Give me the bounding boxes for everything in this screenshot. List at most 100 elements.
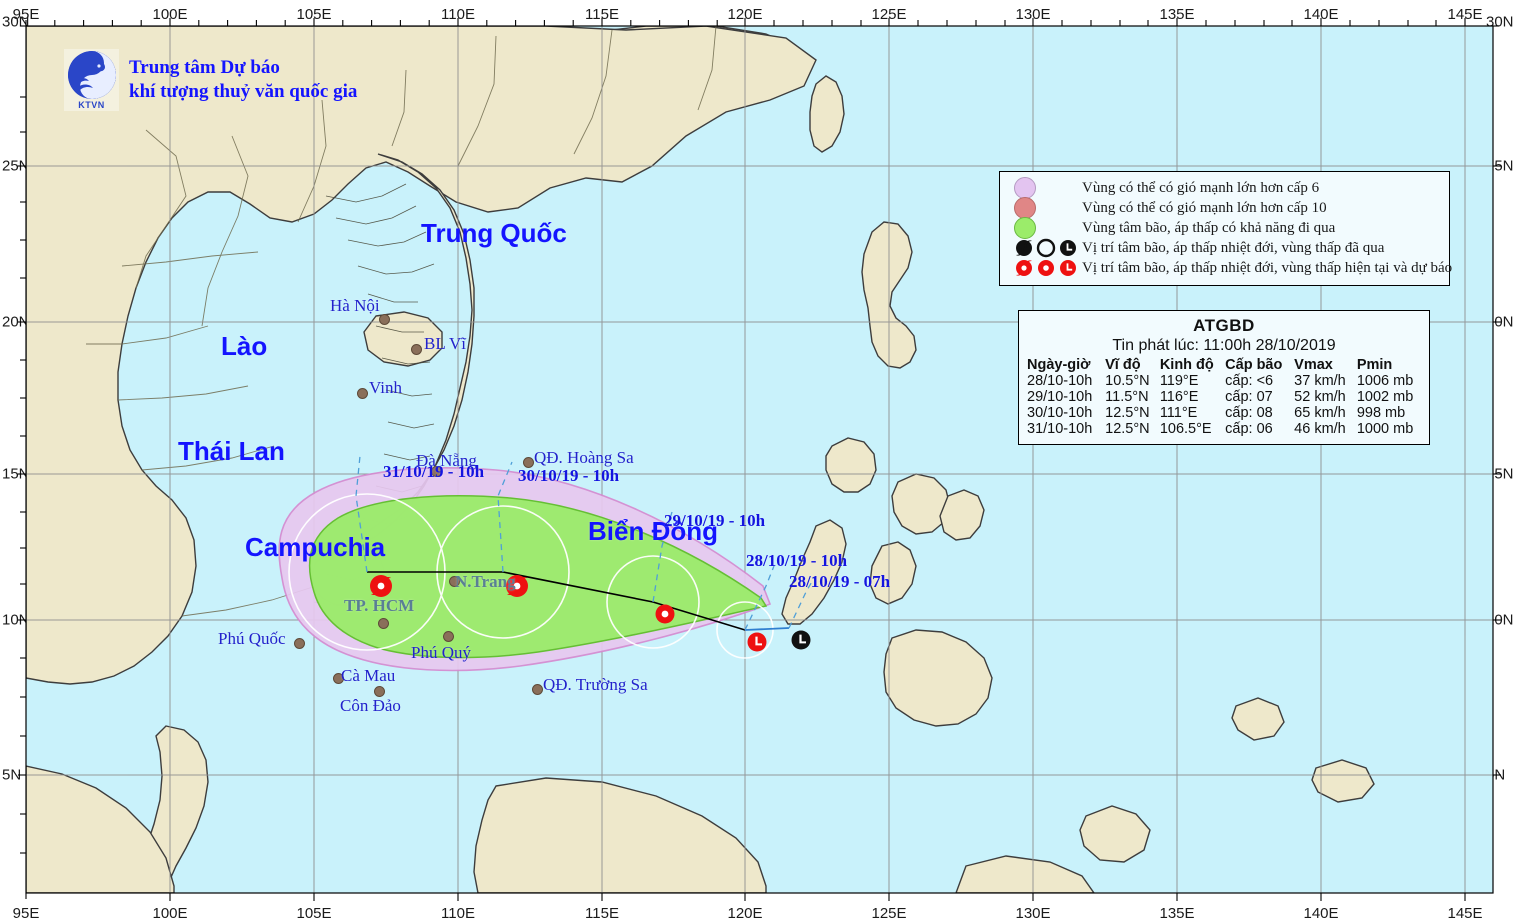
col-header-latitude: Vĩ độ xyxy=(1105,357,1141,373)
cell-latitude: 10.5°N xyxy=(1105,373,1150,389)
legend-swatch-gale10 xyxy=(1008,197,1082,219)
lat-tick-label: 25N xyxy=(2,157,30,175)
city-dot-bach-long-vi xyxy=(411,344,422,355)
city-label-tphcm: TP. HCM xyxy=(344,596,415,615)
cell-latitude: 12.5°N xyxy=(1105,405,1150,421)
legend-row-core: Vùng tâm bão, áp thấp có khả năng đi qua xyxy=(1008,217,1441,239)
cell-pmin: 1006 mb xyxy=(1356,373,1414,389)
agency-title-line1: Trung tâm Dự báo xyxy=(129,57,280,79)
map-canvas[interactable]: Trung Quốc Lào Thái Lan Campuchia Biển Đ… xyxy=(26,26,1493,893)
lon-tick-label: 140E xyxy=(1303,905,1339,919)
legend-swatch-core xyxy=(1008,217,1082,239)
lon-tick-label: 95E xyxy=(12,6,40,23)
city-dot-phu-quy xyxy=(443,631,454,642)
legend-row-past-positions: Vị trí tâm bão, áp thấp nhiệt đới, vùng … xyxy=(1008,238,1441,258)
city-label-hoang-sa: QĐ. Hoàng Sa xyxy=(534,448,634,467)
legend-swatch-past-positions xyxy=(1008,238,1082,258)
issue-time-text: Tin phát lúc: 11:00h 28/10/2019 xyxy=(1112,337,1336,354)
city-dot-vinh xyxy=(357,388,368,399)
cell-cap: cấp: 06 xyxy=(1225,421,1273,437)
lon-tick-label: 135E xyxy=(1159,6,1195,23)
agency-title-line2: khí tượng thuỷ văn quốc gia xyxy=(129,81,358,102)
lon-tick-label: 140E xyxy=(1303,6,1339,23)
col-header-datetime: Ngày-giờ xyxy=(1027,357,1091,373)
track-label-28-10-10h: 28/10/19 - 10h xyxy=(746,551,848,570)
track-label-28-10-07h: 28/10/19 - 07h xyxy=(789,572,891,591)
legend-row-current-positions: Vị trí tâm bão, áp thấp nhiệt đới, vùng … xyxy=(1008,258,1452,278)
cell-vmax: 65 km/h xyxy=(1294,405,1346,421)
logo-abbreviation: KTVN xyxy=(78,99,105,110)
country-label-laos: Lào xyxy=(221,331,268,361)
lon-tick-label: 125E xyxy=(871,905,907,919)
lon-tick-label: 130E xyxy=(1015,905,1051,919)
country-label-cambodia: Campuchia xyxy=(245,532,386,562)
country-label-thailand: Thái Lan xyxy=(178,436,285,466)
circle-swatch-icon xyxy=(1014,217,1036,239)
lon-tick-label: 100E xyxy=(152,6,188,23)
lat-tick-label: 10N xyxy=(2,611,30,629)
lat-tick-label: 5N xyxy=(2,766,22,784)
city-dot-phu-quoc xyxy=(294,638,305,649)
lon-tick-label: 105E xyxy=(296,905,332,919)
track-label-29-10: 29/10/19 - 10h xyxy=(664,511,766,530)
logo-swirl-graphic xyxy=(67,50,116,99)
legend-swatch-current-positions xyxy=(1008,258,1082,278)
storm-info-panel: ATGBD Tin phát lúc: 11:00h 28/10/2019 Ng… xyxy=(1018,310,1430,445)
storm-name-title: ATGBD xyxy=(1193,316,1255,335)
lon-tick-label: 115E xyxy=(585,6,619,23)
agency-title: Trung tâm Dự báo khí tượng thuỷ văn quốc… xyxy=(129,56,357,104)
lon-tick-label: 145E xyxy=(1447,905,1483,919)
legend-text-past-positions: Vị trí tâm bão, áp thấp nhiệt đới, vùng … xyxy=(1082,239,1385,256)
island-sulawesi xyxy=(1079,805,1151,863)
cell-longitude: 119°E xyxy=(1159,373,1199,389)
city-label-truong-sa: QĐ. Trường Sa xyxy=(543,675,648,694)
legend-row-gale6: Vùng có thể có gió mạnh lớn hơn cấp 6 xyxy=(1008,177,1441,199)
lon-tick-label: 130E xyxy=(1015,6,1051,23)
cell-longitude: 106.5°E xyxy=(1159,421,1212,437)
circle-swatch-icon xyxy=(1014,177,1036,199)
lon-tick-label: 145E xyxy=(1447,6,1483,23)
legend-text-core: Vùng tâm bão, áp thấp có khả năng đi qua xyxy=(1082,219,1336,236)
legend-swatch-gale6 xyxy=(1008,177,1082,199)
col-header-vmax: Vmax xyxy=(1294,357,1333,373)
legend-row-gale10: Vùng có thể có gió mạnh lớn hơn cấp 10 xyxy=(1008,197,1441,219)
storm-symbols-red-icon xyxy=(1016,260,1076,276)
table-header-row: Ngày-giờ Vĩ độ Kinh độ Cấp bão Vmax Pmin xyxy=(1025,357,1423,373)
col-header-cap: Cấp bão xyxy=(1225,357,1283,373)
table-row: 29/10-10h 11.5°N 116°E cấp: 07 52 km/h 1… xyxy=(1025,389,1423,405)
lon-tick-label: 110E xyxy=(441,6,475,23)
taiwan xyxy=(809,75,845,153)
cell-vmax: 46 km/h xyxy=(1294,421,1346,437)
cell-latitude: 12.5°N xyxy=(1105,421,1150,437)
lon-tick-label: 95E xyxy=(12,905,40,919)
city-label-vinh: Vinh xyxy=(369,378,402,397)
city-label-con-dao: Côn Đảo xyxy=(340,696,401,715)
city-label-hanoi: Hà Nội xyxy=(330,296,380,315)
city-dot-truong-sa xyxy=(532,684,543,695)
table-row: 30/10-10h 12.5°N 111°E cấp: 08 65 km/h 9… xyxy=(1025,405,1423,421)
lat-tick-label: 20N xyxy=(2,313,30,331)
lon-tick-label: 105E xyxy=(296,6,332,23)
cell-vmax: 37 km/h xyxy=(1294,373,1346,389)
city-label-nha-trang: N.Trang xyxy=(455,572,516,591)
island-east-3 xyxy=(955,855,1095,893)
cell-pmin: 1002 mb xyxy=(1356,389,1414,405)
city-label-ca-mau: Cà Mau xyxy=(341,666,396,685)
cell-datetime: 31/10-10h xyxy=(1027,421,1093,437)
city-label-bach-long-vi: BL Vĩ xyxy=(424,334,467,353)
agency-branding: KTVN Trung tâm Dự báo khí tượng thuỷ văn… xyxy=(64,49,357,111)
legend-text-gale10: Vùng có thể có gió mạnh lớn hơn cấp 10 xyxy=(1082,199,1327,216)
lat-tick-label: 15N xyxy=(2,465,30,483)
cell-datetime: 30/10-10h xyxy=(1027,405,1093,421)
map-legend: Vùng có thể có gió mạnh lớn hơn cấp 6 Vù… xyxy=(999,171,1452,286)
cell-datetime: 28/10-10h xyxy=(1027,373,1093,389)
table-row: 31/10-10h 12.5°N 106.5°E cấp: 06 46 km/h… xyxy=(1025,421,1423,437)
ktvn-logo-icon: KTVN xyxy=(64,49,119,111)
lon-tick-label: 135E xyxy=(1159,905,1195,919)
track-label-30-10: 30/10/19 - 10h xyxy=(518,466,620,485)
city-dot-hanoi xyxy=(379,314,390,325)
table-row: 28/10-10h 10.5°N 119°E cấp: <6 37 km/h 1… xyxy=(1025,373,1423,389)
island-east-1 xyxy=(1231,697,1285,741)
storm-symbols-black-icon xyxy=(1016,238,1076,258)
